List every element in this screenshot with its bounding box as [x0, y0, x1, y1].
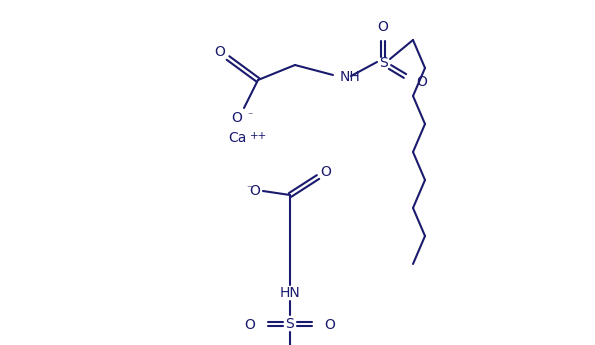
- Text: O: O: [321, 165, 331, 179]
- Text: Ca: Ca: [228, 131, 246, 145]
- Text: ⁻: ⁻: [246, 184, 252, 194]
- Text: HN: HN: [280, 286, 300, 300]
- Text: O: O: [231, 111, 242, 125]
- Text: ++: ++: [250, 131, 267, 141]
- Text: O: O: [215, 45, 226, 59]
- Text: S: S: [378, 56, 387, 70]
- Text: O: O: [378, 20, 389, 34]
- Text: O: O: [245, 318, 255, 332]
- Text: O: O: [324, 318, 336, 332]
- Text: O: O: [416, 75, 427, 89]
- Text: ⁻: ⁻: [248, 111, 253, 121]
- Text: NH: NH: [340, 70, 361, 84]
- Text: S: S: [286, 317, 295, 331]
- Text: O: O: [249, 184, 261, 198]
